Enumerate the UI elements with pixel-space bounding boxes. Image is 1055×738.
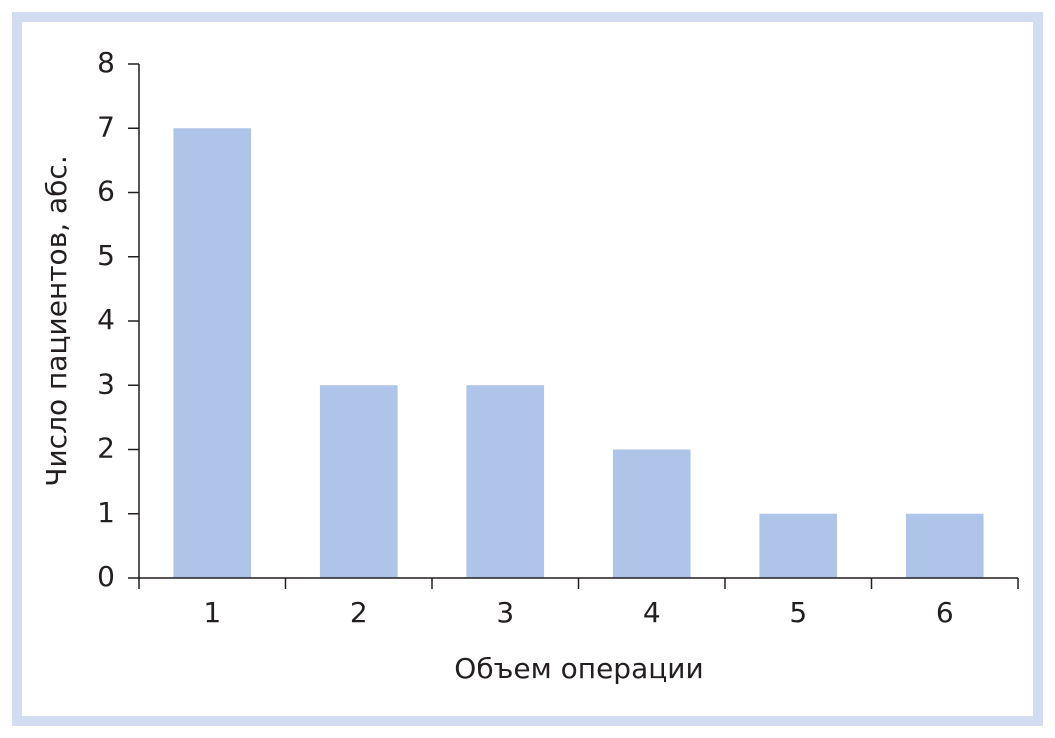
y-tick-label: 3	[97, 367, 115, 400]
bar	[173, 128, 252, 578]
x-tick-label: 4	[643, 596, 661, 629]
y-tick-label: 5	[97, 239, 115, 272]
x-tick-label: 2	[350, 596, 368, 629]
y-tick-label: 4	[97, 303, 115, 336]
y-tick-label: 2	[97, 432, 115, 465]
x-axis-label: Объем операции	[454, 652, 703, 685]
bar	[466, 385, 545, 578]
y-tick-label: 6	[97, 175, 115, 208]
y-tick-label: 7	[97, 110, 115, 143]
x-tick-label: 1	[203, 596, 221, 629]
bar	[905, 513, 984, 578]
bar	[319, 385, 398, 578]
frame	[12, 12, 1043, 726]
x-tick-label: 6	[936, 596, 954, 629]
x-tick-label: 5	[789, 596, 807, 629]
bar	[612, 449, 691, 578]
y-tick-label: 8	[97, 46, 115, 79]
bar	[759, 513, 838, 578]
x-tick-label: 3	[496, 596, 514, 629]
y-tick-label: 0	[97, 560, 115, 593]
y-axis-label: Число пациентов, абс.	[40, 155, 73, 486]
y-tick-label: 1	[97, 496, 115, 529]
